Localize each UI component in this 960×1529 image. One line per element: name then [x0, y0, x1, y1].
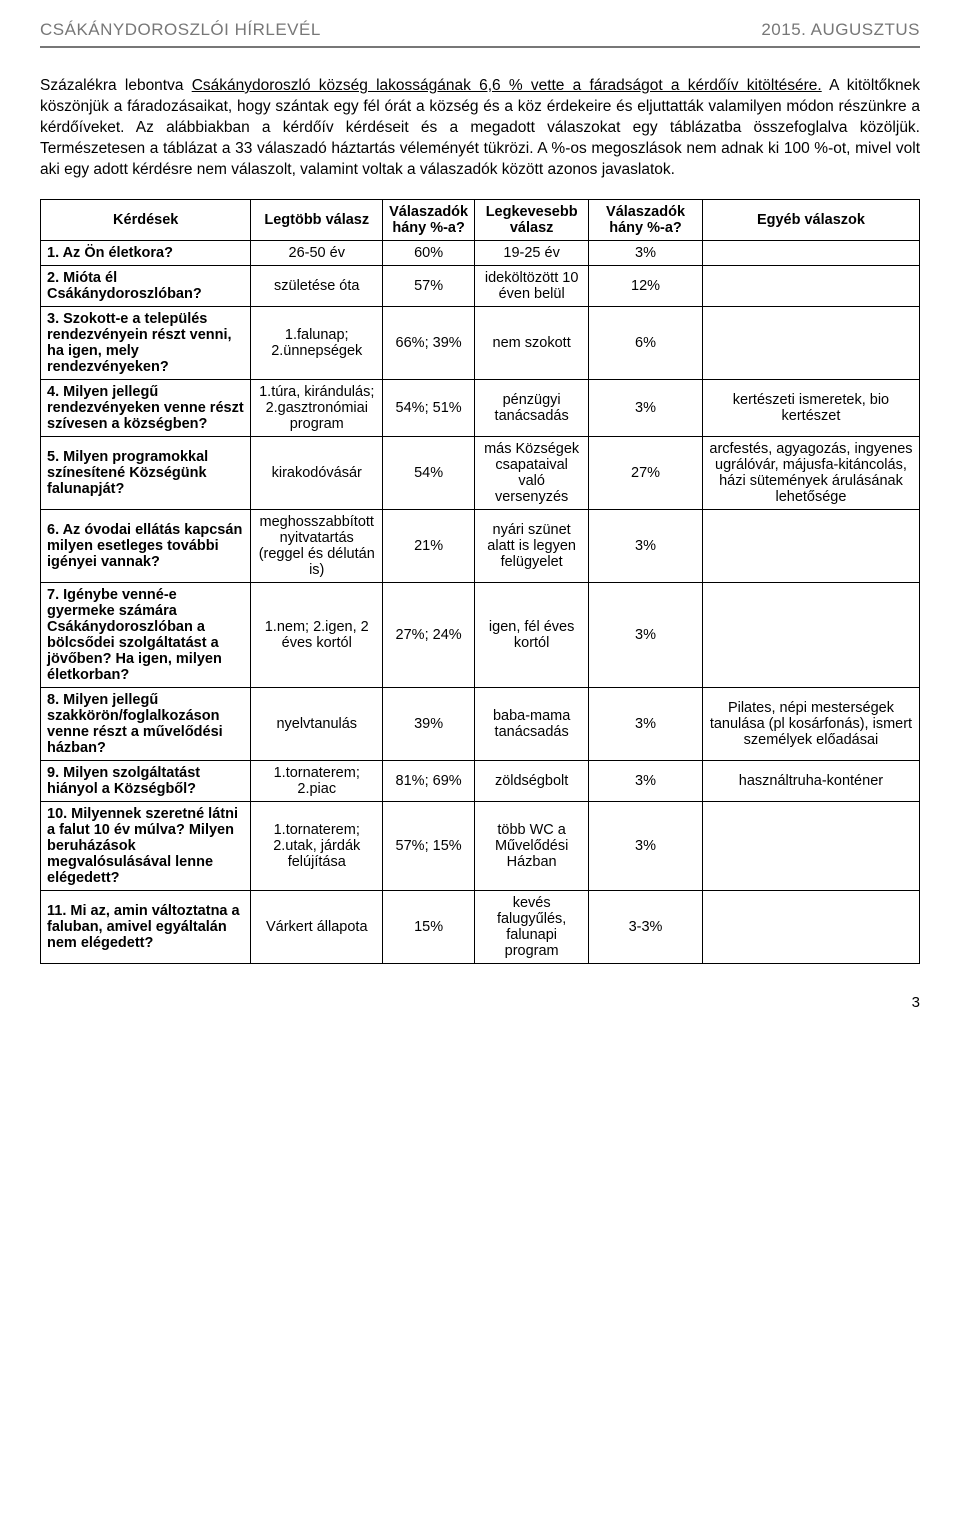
cell-top-answer: 1.nem; 2.igen, 2 éves kortól — [251, 582, 383, 687]
cell-top-pct: 57%; 15% — [383, 801, 475, 890]
survey-table: Kérdések Legtöbb válasz Válaszadók hány … — [40, 199, 920, 964]
cell-top-pct: 60% — [383, 240, 475, 265]
cell-question: 11. Mi az, amin változtatna a faluban, a… — [41, 890, 251, 963]
table-row: 1. Az Ön életkora?26-50 év60%19-25 év3% — [41, 240, 920, 265]
th-least-pct: Válaszadók hány %-a? — [589, 199, 703, 240]
cell-least-answer: baba-mama tanácsadás — [475, 687, 589, 760]
cell-top-answer: 1.tornaterem; 2.utak, járdák felújítása — [251, 801, 383, 890]
cell-least-answer: zöldségbolt — [475, 760, 589, 801]
cell-other — [702, 582, 919, 687]
cell-least-pct: 3% — [589, 760, 703, 801]
table-row: 5. Milyen programokkal színesítené Közsé… — [41, 436, 920, 509]
cell-other: arcfestés, agyagozás, ingyenes ugrálóvár… — [702, 436, 919, 509]
cell-question: 3. Szokott-e a település rendezvényein r… — [41, 306, 251, 379]
table-body: 1. Az Ön életkora?26-50 év60%19-25 év3%2… — [41, 240, 920, 963]
cell-other: kertészeti ismeretek, bio kertészet — [702, 379, 919, 436]
cell-other — [702, 890, 919, 963]
cell-question: 8. Milyen jellegű szakkörön/foglalkozáso… — [41, 687, 251, 760]
header-left: CSÁKÁNYDOROSZLÓI HÍRLEVÉL — [40, 20, 321, 40]
cell-question: 6. Az óvodai ellátás kapcsán milyen eset… — [41, 509, 251, 582]
cell-other — [702, 801, 919, 890]
cell-question: 1. Az Ön életkora? — [41, 240, 251, 265]
cell-other: Pilates, népi mesterségek tanulása (pl k… — [702, 687, 919, 760]
cell-other: használtruha-konténer — [702, 760, 919, 801]
header-bar: CSÁKÁNYDOROSZLÓI HÍRLEVÉL 2015. AUGUSZTU… — [40, 20, 920, 48]
cell-least-pct: 3% — [589, 687, 703, 760]
cell-question: 5. Milyen programokkal színesítené Közsé… — [41, 436, 251, 509]
cell-least-answer: ideköltözött 10 éven belül — [475, 265, 589, 306]
th-least-answer: Legkevesebb válasz — [475, 199, 589, 240]
cell-top-pct: 39% — [383, 687, 475, 760]
cell-least-pct: 12% — [589, 265, 703, 306]
cell-least-pct: 3% — [589, 379, 703, 436]
cell-question: 2. Mióta él Csákánydoroszlóban? — [41, 265, 251, 306]
cell-top-answer: kirakodóvásár — [251, 436, 383, 509]
cell-top-pct: 27%; 24% — [383, 582, 475, 687]
table-row: 11. Mi az, amin változtatna a faluban, a… — [41, 890, 920, 963]
cell-least-answer: más Községek csapataival való versenyzés — [475, 436, 589, 509]
cell-least-answer: nem szokott — [475, 306, 589, 379]
cell-top-pct: 54%; 51% — [383, 379, 475, 436]
cell-top-answer: 1.falunap; 2.ünnepségek — [251, 306, 383, 379]
cell-top-pct: 66%; 39% — [383, 306, 475, 379]
cell-least-pct: 3% — [589, 801, 703, 890]
cell-least-pct: 3% — [589, 509, 703, 582]
table-row: 4. Milyen jellegű rendezvényeken venne r… — [41, 379, 920, 436]
cell-top-answer: 26-50 év — [251, 240, 383, 265]
cell-top-answer: nyelvtanulás — [251, 687, 383, 760]
cell-top-pct: 81%; 69% — [383, 760, 475, 801]
cell-least-pct: 6% — [589, 306, 703, 379]
cell-top-answer: születése óta — [251, 265, 383, 306]
table-row: 2. Mióta él Csákánydoroszlóban?születése… — [41, 265, 920, 306]
cell-top-pct: 54% — [383, 436, 475, 509]
th-other: Egyéb válaszok — [702, 199, 919, 240]
cell-top-answer: 1.tornaterem; 2.piac — [251, 760, 383, 801]
th-question: Kérdések — [41, 199, 251, 240]
intro-underline: Csákánydoroszló község lakosságának 6,6 … — [192, 77, 822, 94]
cell-question: 9. Milyen szolgáltatást hiányol a Község… — [41, 760, 251, 801]
cell-least-pct: 27% — [589, 436, 703, 509]
cell-least-pct: 3% — [589, 582, 703, 687]
table-row: 8. Milyen jellegű szakkörön/foglalkozáso… — [41, 687, 920, 760]
intro-paragraph: Százalékra lebontva Csákánydoroszló közs… — [40, 76, 920, 181]
cell-question: 4. Milyen jellegű rendezvényeken venne r… — [41, 379, 251, 436]
cell-least-answer: nyári szünet alatt is legyen felügyelet — [475, 509, 589, 582]
cell-least-pct: 3% — [589, 240, 703, 265]
th-top-pct: Válaszadók hány %-a? — [383, 199, 475, 240]
cell-top-pct: 21% — [383, 509, 475, 582]
cell-least-answer: pénzügyi tanácsadás — [475, 379, 589, 436]
table-header-row: Kérdések Legtöbb válasz Válaszadók hány … — [41, 199, 920, 240]
cell-other — [702, 509, 919, 582]
cell-top-answer: 1.túra, kirándulás; 2.gasztronómiai prog… — [251, 379, 383, 436]
cell-top-answer: Várkert állapota — [251, 890, 383, 963]
cell-least-answer: több WC a Művelődési Házban — [475, 801, 589, 890]
table-row: 10. Milyennek szeretné látni a falut 10 … — [41, 801, 920, 890]
cell-least-answer: igen, fél éves kortól — [475, 582, 589, 687]
cell-question: 7. Igénybe venné-e gyermeke számára Csák… — [41, 582, 251, 687]
table-row: 9. Milyen szolgáltatást hiányol a Község… — [41, 760, 920, 801]
table-row: 6. Az óvodai ellátás kapcsán milyen eset… — [41, 509, 920, 582]
table-row: 3. Szokott-e a település rendezvényein r… — [41, 306, 920, 379]
cell-least-pct: 3-3% — [589, 890, 703, 963]
cell-top-answer: meghosszabbított nyitvatartás (reggel és… — [251, 509, 383, 582]
cell-least-answer: 19-25 év — [475, 240, 589, 265]
cell-top-pct: 57% — [383, 265, 475, 306]
cell-other — [702, 240, 919, 265]
header-right: 2015. AUGUSZTUS — [761, 20, 920, 40]
table-row: 7. Igénybe venné-e gyermeke számára Csák… — [41, 582, 920, 687]
page-number: 3 — [40, 994, 920, 1011]
cell-least-answer: kevés falugyűlés, falunapi program — [475, 890, 589, 963]
cell-other — [702, 265, 919, 306]
cell-other — [702, 306, 919, 379]
intro-pre: Százalékra lebontva — [40, 77, 192, 94]
cell-question: 10. Milyennek szeretné látni a falut 10 … — [41, 801, 251, 890]
cell-top-pct: 15% — [383, 890, 475, 963]
th-top-answer: Legtöbb válasz — [251, 199, 383, 240]
